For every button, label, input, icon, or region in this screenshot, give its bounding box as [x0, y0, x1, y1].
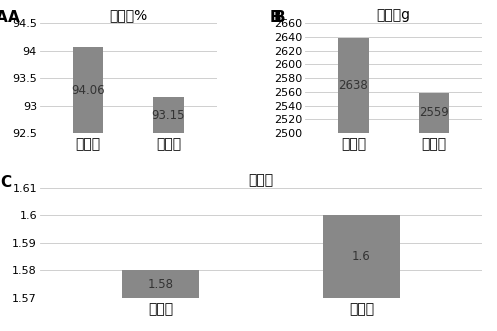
Text: B: B [270, 10, 281, 25]
Bar [153, 97, 184, 331]
Text: 1.58: 1.58 [148, 278, 173, 291]
Text: A: A [8, 10, 20, 25]
Title: 料重比: 料重比 [248, 173, 273, 187]
Bar [323, 215, 400, 331]
Text: A: A [0, 10, 7, 25]
Text: B: B [273, 10, 285, 25]
Bar [73, 47, 103, 331]
Bar [338, 38, 369, 331]
Bar [122, 270, 199, 331]
Title: 出栏重g: 出栏重g [377, 8, 411, 22]
Text: C: C [0, 175, 11, 190]
Text: 1.6: 1.6 [352, 250, 371, 263]
Bar [418, 93, 449, 331]
Text: 94.06: 94.06 [71, 84, 105, 97]
Text: 2638: 2638 [338, 79, 368, 92]
Text: 2559: 2559 [419, 106, 449, 119]
Title: 成活率%: 成活率% [109, 8, 147, 22]
Text: 93.15: 93.15 [152, 109, 185, 122]
